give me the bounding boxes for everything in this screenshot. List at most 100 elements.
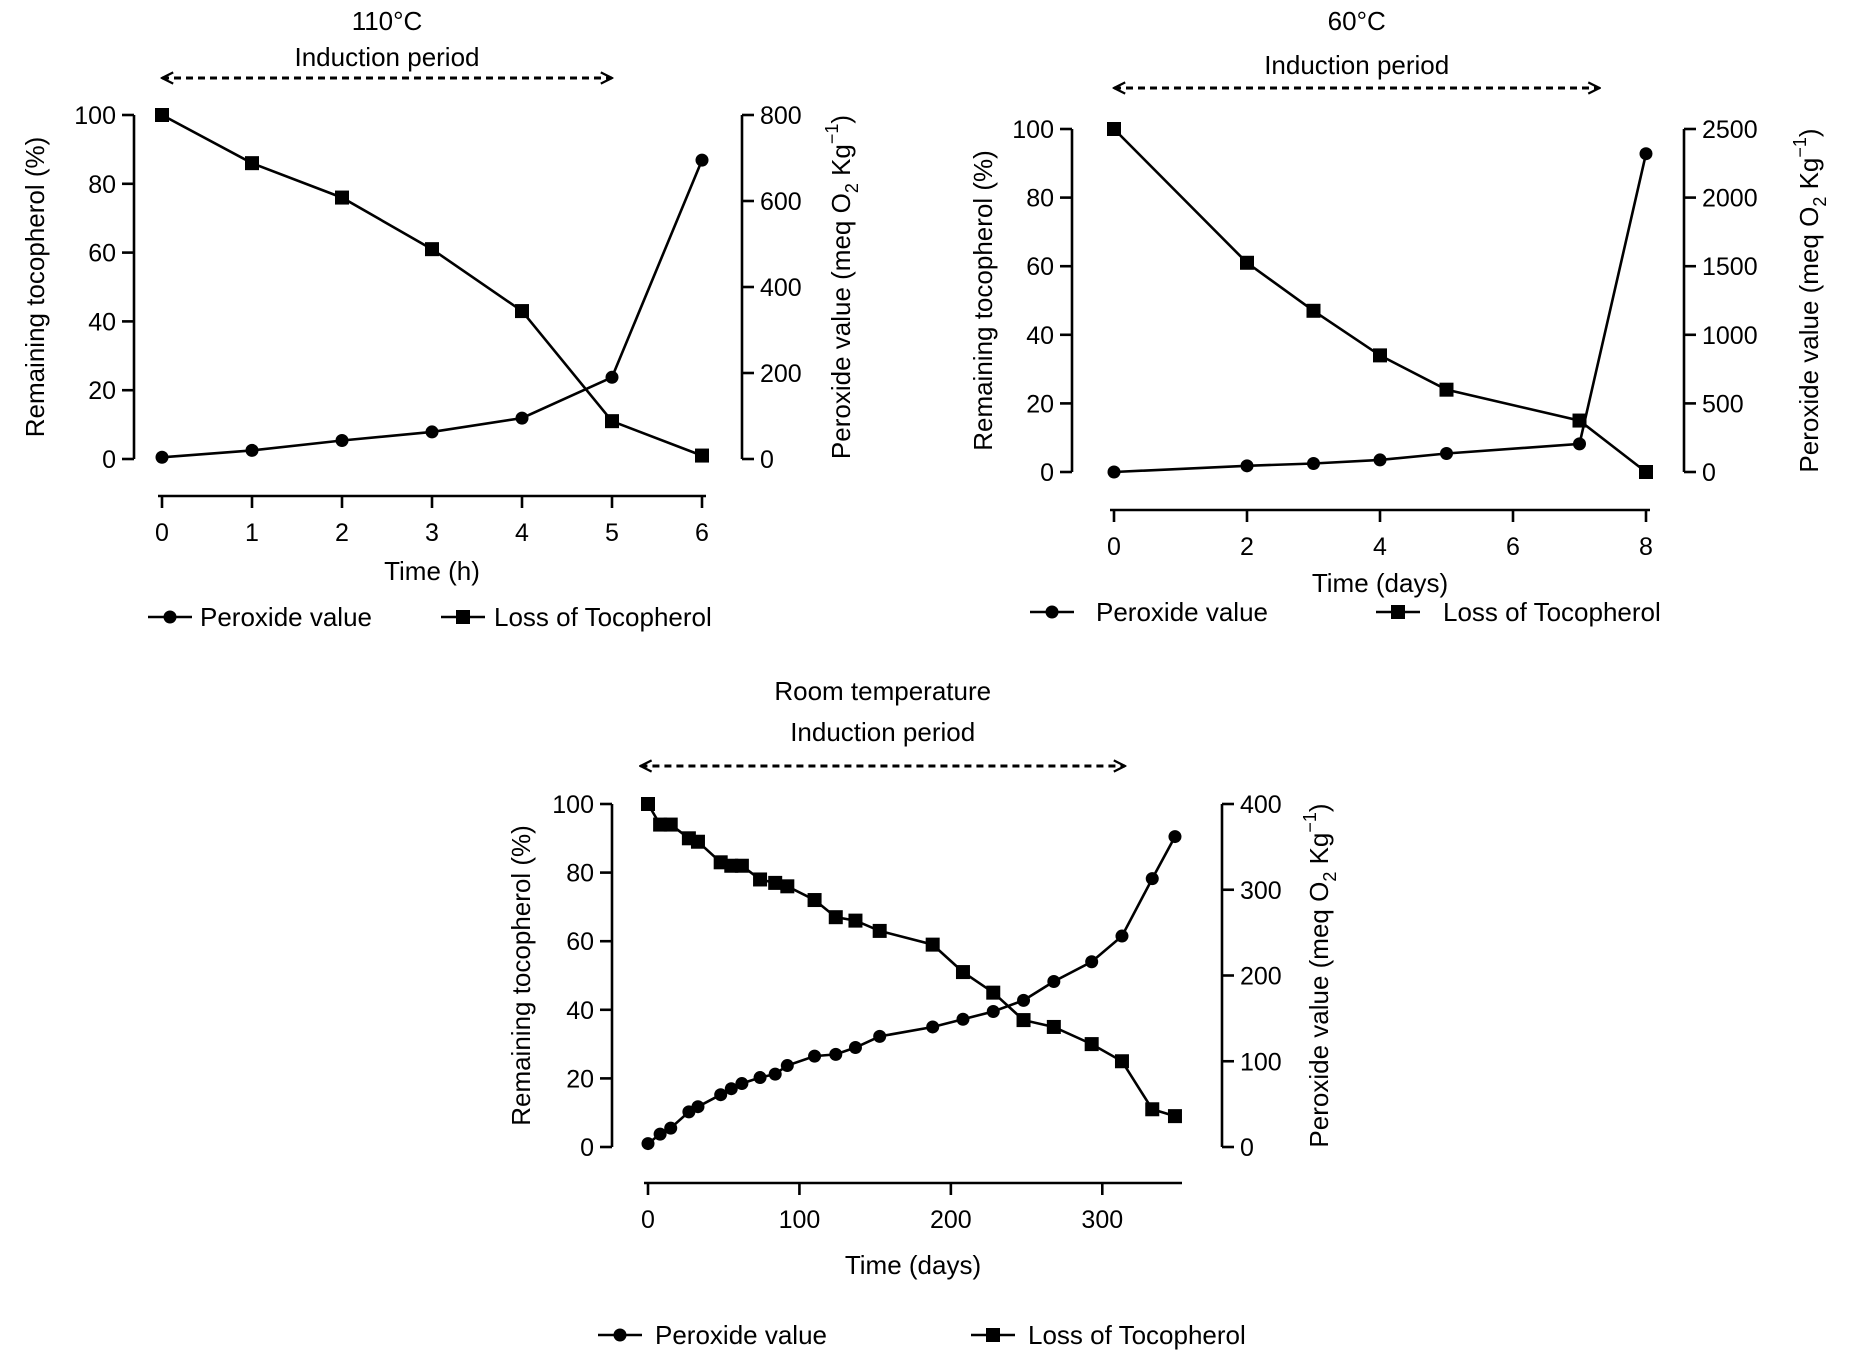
x-axis-title: Time (days) (845, 1250, 981, 1280)
right-y-axis-title-sub: 2 (1320, 872, 1340, 882)
data-point-circle (155, 450, 169, 464)
data-point-square (1114, 1054, 1129, 1069)
left-y-tick-label: 40 (1026, 322, 1054, 350)
x-tick-label: 200 (930, 1206, 972, 1234)
data-point-square (335, 190, 349, 205)
x-tick-label: 3 (425, 519, 439, 547)
series-line (647, 835, 1177, 1145)
data-point-circle (829, 1047, 843, 1061)
right-y-axis-title: Peroxide value (meq O2 Kg−1) (1300, 803, 1340, 1147)
data-point-circle (768, 1067, 782, 1081)
legend-label: Peroxide value (655, 1320, 827, 1350)
x-tick-label: 0 (1107, 533, 1121, 561)
data-point-circle (714, 1088, 728, 1102)
data-point-circle (753, 1071, 767, 1085)
induction-period-label: Induction period (294, 42, 479, 72)
series-line (1113, 153, 1648, 474)
data-point-circle (695, 153, 709, 167)
data-point-circle (515, 411, 529, 425)
data-point-circle (780, 1059, 794, 1073)
legend: Peroxide value Loss of Tocopherol (598, 1320, 1246, 1350)
data-point-square (780, 879, 795, 894)
chart-title: 60°C (1328, 6, 1386, 36)
data-point-square (1572, 413, 1587, 428)
data-point-circle (1573, 437, 1586, 451)
legend-square-marker (1391, 605, 1405, 619)
legend-square-marker (456, 610, 470, 624)
left-y-tick-label: 100 (1012, 116, 1054, 144)
left-y-tick-label: 40 (566, 997, 594, 1025)
left-y-tick-label: 100 (552, 791, 594, 819)
right-y-axis-title-sub: 2 (842, 183, 862, 193)
right-y-tick-label: 100 (1240, 1048, 1282, 1076)
data-point-square (605, 414, 619, 429)
left-y-axis-title: Remaining tocopherol (%) (968, 150, 998, 451)
data-point-circle (335, 434, 349, 448)
right-y-axis-title-sup: −1 (822, 124, 842, 145)
series-line (161, 159, 704, 459)
x-tick-label: 6 (1506, 533, 1520, 561)
right-y-tick-label: 0 (760, 446, 774, 474)
right-y-tick-label: 200 (1240, 963, 1282, 991)
right-y-axis-title-sup: −1 (1300, 812, 1320, 833)
data-point-square (1240, 255, 1254, 270)
right-y-tick-label: 0 (1702, 459, 1716, 487)
series-peroxide-value (1107, 147, 1653, 479)
data-point-circle (1017, 993, 1031, 1007)
right-y-tick-label: 1500 (1702, 253, 1758, 281)
data-point-square (155, 108, 169, 122)
x-axis-title: Time (h) (384, 556, 480, 586)
series-loss-of-tocopherol (641, 797, 1182, 1124)
left-y-tick-label: 80 (88, 171, 116, 199)
right-y-tick-label: 400 (760, 274, 802, 302)
data-point-circle (653, 1127, 667, 1141)
x-tick-label: 6 (695, 519, 709, 547)
right-y-tick-label: 400 (1240, 791, 1282, 819)
data-point-circle (1168, 830, 1182, 844)
right-y-tick-label: 300 (1240, 877, 1282, 905)
data-point-square (734, 858, 749, 873)
data-point-circle (1307, 456, 1320, 470)
x-tick-label: 8 (1639, 533, 1653, 561)
series-line (1113, 128, 1647, 474)
right-y-tick-label: 600 (760, 188, 802, 216)
right-y-axis-title-sub: 2 (1810, 197, 1830, 207)
series-peroxide-value (155, 153, 709, 464)
right-y-axis-title-mid: Kg (1304, 833, 1334, 872)
left-y-tick-label: 60 (88, 240, 116, 268)
legend-label: Loss of Tocopherol (1443, 597, 1661, 627)
legend-label: Loss of Tocopherol (1028, 1320, 1246, 1350)
x-axis-title: Time (days) (1312, 568, 1448, 598)
data-point-square (768, 875, 783, 890)
chart-title: 110°C (352, 6, 423, 36)
data-point-circle (1440, 446, 1453, 460)
series-peroxide-value (641, 830, 1182, 1151)
data-point-circle (1145, 872, 1159, 886)
data-point-circle (641, 1137, 655, 1151)
right-y-axis-title: Peroxide value (meq O2 Kg−1) (822, 115, 862, 459)
right-y-axis-title-main: Peroxide value (meq O (1304, 882, 1334, 1148)
data-point-circle (735, 1077, 749, 1091)
data-point-circle (605, 370, 619, 384)
data-point-circle (1047, 975, 1061, 989)
right-y-axis-title-end: ) (826, 115, 856, 124)
data-point-square (425, 242, 439, 257)
chart-title: Room temperature (774, 676, 991, 706)
data-point-circle (1115, 929, 1129, 943)
legend-circle-marker (613, 1328, 627, 1342)
data-point-square (925, 937, 940, 952)
data-point-square (1373, 348, 1387, 363)
legend-circle-marker (163, 610, 177, 624)
left-y-tick-label: 60 (1026, 253, 1054, 281)
data-point-square (1167, 1109, 1182, 1124)
data-point-square (1046, 1019, 1061, 1034)
x-tick-label: 4 (515, 519, 529, 547)
data-point-square (653, 817, 668, 832)
series-loss-of-tocopherol (155, 108, 709, 463)
left-y-tick-label: 100 (74, 102, 116, 130)
data-point-circle (1240, 459, 1254, 473)
data-point-circle (1107, 465, 1121, 479)
right-y-axis-title-mid: Kg (826, 144, 856, 183)
